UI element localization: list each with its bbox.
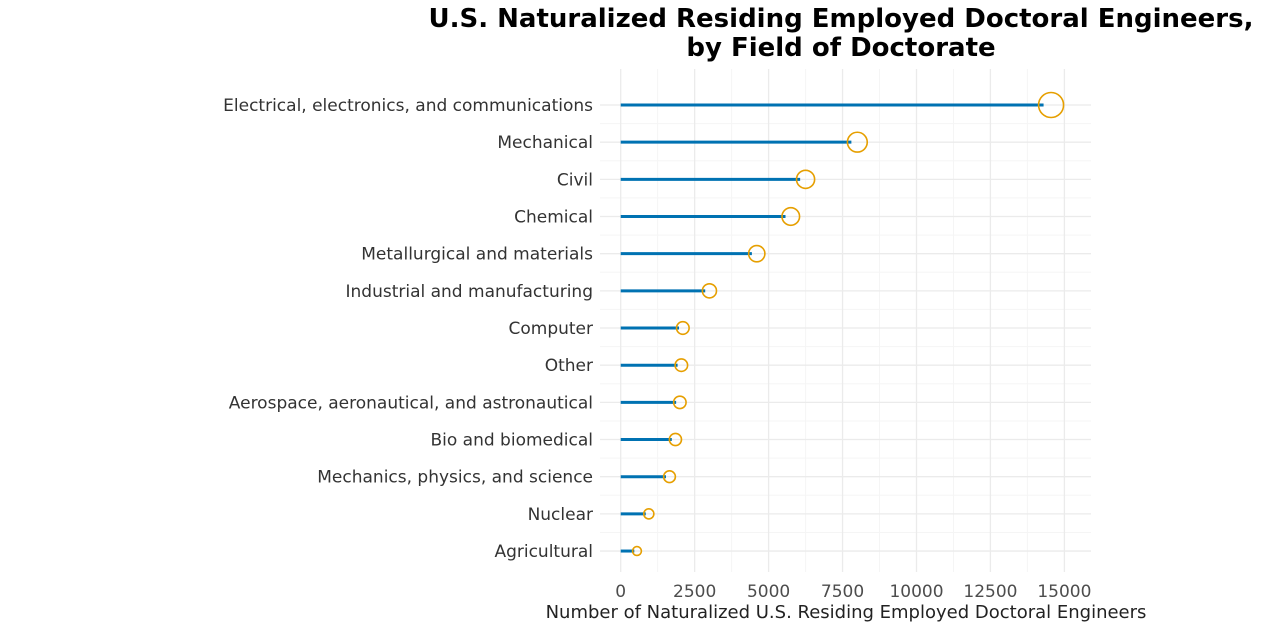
lollipop-marker — [674, 358, 689, 373]
category-label: Electrical, electronics, and communicati… — [223, 96, 593, 116]
category-label: Industrial and manufacturing — [345, 282, 593, 302]
category-label: Mechanical — [497, 133, 593, 153]
lollipop-marker — [668, 432, 683, 447]
lollipop-marker — [846, 131, 869, 153]
category-labels: Electrical, electronics, and communicati… — [223, 96, 593, 562]
lollipop-marker — [1037, 91, 1065, 119]
category-label: Chemical — [514, 208, 593, 228]
x-tick-labels: 0 2500 5000 7500 10000 12500 15000 — [615, 582, 1091, 602]
marker-layer — [631, 91, 1065, 557]
x-axis-title: Number of Naturalized U.S. Residing Empl… — [546, 602, 1147, 623]
category-label: Mechanics, physics, and science — [317, 468, 593, 488]
stem-layer — [620, 103, 1044, 553]
chart-title-line-2: by Field of Doctorate — [686, 33, 995, 63]
x-tick-label: 15000 — [1037, 582, 1091, 602]
lollipop-marker — [781, 206, 801, 227]
lollipop-marker — [662, 470, 677, 484]
category-label: Bio and biomedical — [430, 431, 593, 451]
lollipop-marker — [701, 283, 718, 299]
x-tick-label: 5000 — [747, 582, 790, 602]
lollipop-marker — [747, 244, 766, 263]
grid-layer — [600, 69, 1091, 572]
chart-title-line-1: U.S. Naturalized Residing Employed Docto… — [429, 4, 1254, 34]
lollipop-marker — [631, 545, 643, 557]
category-label: Civil — [557, 170, 593, 190]
x-tick-label: 0 — [615, 582, 626, 602]
category-label: Other — [545, 356, 593, 376]
category-label: Computer — [508, 319, 593, 339]
category-label: Nuclear — [528, 505, 593, 525]
x-tick-label: 2500 — [673, 582, 716, 602]
category-label: Metallurgical and materials — [361, 245, 593, 265]
lollipop-marker — [642, 508, 655, 520]
category-label: Agricultural — [494, 542, 593, 562]
category-label: Aerospace, aeronautical, and astronautic… — [229, 393, 593, 413]
lollipop-marker — [795, 169, 816, 190]
lollipop-marker — [675, 320, 690, 336]
x-tick-label: 12500 — [963, 582, 1017, 602]
lollipop-marker — [672, 395, 687, 410]
x-tick-label: 10000 — [889, 582, 943, 602]
x-tick-label: 7500 — [821, 582, 864, 602]
